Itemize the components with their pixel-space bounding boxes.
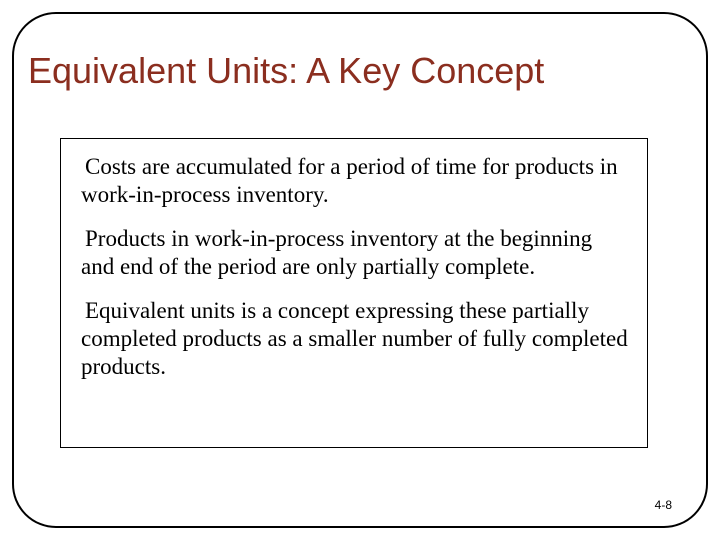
- slide-number: 4-8: [655, 498, 672, 512]
- paragraph: Products in work-in-process inventory at…: [81, 225, 629, 281]
- paragraph: Equivalent units is a concept expressing…: [81, 297, 629, 381]
- paragraph: Costs are accumulated for a period of ti…: [81, 153, 629, 209]
- slide-title: Equivalent Units: A Key Concept: [28, 50, 692, 92]
- content-box: Costs are accumulated for a period of ti…: [60, 138, 648, 448]
